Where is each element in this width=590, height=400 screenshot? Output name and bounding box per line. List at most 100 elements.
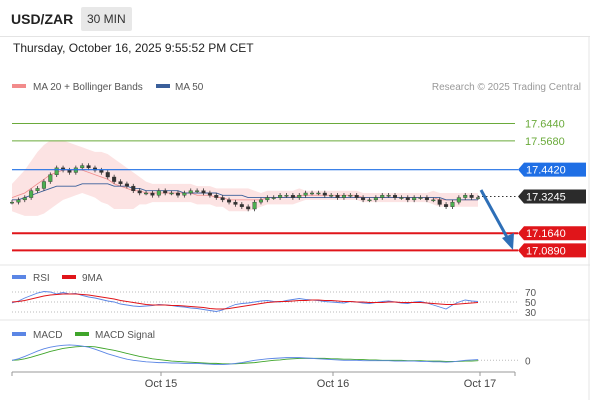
macd-line [11,344,479,365]
candle-body [437,199,442,205]
candle-body [144,192,149,195]
candle-body [284,195,289,197]
candle-body [105,172,110,178]
candle-body [335,195,340,198]
candle-body [341,195,346,198]
candle-body [476,197,481,199]
candle-body [386,195,391,197]
legend-text: MA 20 + Bollinger Bands [33,82,143,93]
candle-body [227,199,232,203]
candle-body [361,197,366,201]
x-tick-label: Oct 16 [317,378,349,390]
legend-swatch-rsi-ma [62,275,76,279]
legend-swatch-bollinger [12,84,26,88]
support-level-label: 17.0890 [526,245,566,257]
candle-body [156,190,161,196]
legend-swatch-macd-signal [75,332,89,336]
candle-body [16,199,21,203]
candle-body [329,195,334,197]
candle-body [48,174,53,182]
candle-body [201,190,206,194]
x-tick-label: Oct 17 [464,378,496,390]
candle-body [207,192,212,196]
pivot-level-label: 17.4420 [526,165,566,177]
candle-body [41,181,46,189]
candle-body [450,201,455,207]
candle-body [54,167,59,175]
candle-body [316,192,321,195]
candle-body [252,201,257,210]
candle-body [99,169,104,173]
candle-body [258,199,263,203]
candle-body [246,206,251,210]
candle-body [150,192,155,196]
legend-text: MACD Signal [95,330,155,341]
candle-body [354,195,359,198]
candle-body [373,197,378,201]
support-level-tag [518,243,586,258]
candle-body [278,195,283,198]
candle-body [9,201,14,204]
candle-body [463,195,468,198]
candle-body [444,204,449,207]
legend-text: MACD [33,330,62,341]
rsi-ma-line [11,293,479,310]
candle-body [310,192,315,195]
candle-body [131,185,136,191]
candle-body [80,165,85,169]
legend-swatch-ma50 [156,84,170,88]
candle-body [367,199,372,202]
candle-body [412,197,417,201]
candle-body [322,192,327,196]
legend-text: MA 50 [175,82,204,93]
macd-tick-label: 0 [525,356,531,367]
candle-body [405,197,410,201]
candle-body [220,197,225,201]
support-level-tag [518,226,586,241]
candle-body [380,195,385,198]
candle-body [290,195,295,198]
candle-body [418,197,423,199]
x-tick-label: Oct 15 [145,378,177,390]
candle-body [124,183,129,187]
candle-body [297,195,302,198]
candle-body [169,192,174,195]
copyright-text: Research © 2025 Trading Central [432,82,581,93]
resistance-level-label: 17.5680 [525,136,565,148]
candle-body [86,165,91,169]
forecast-arrowhead [502,233,514,250]
rsi-tick-label: 70 [525,288,537,299]
candle-body [35,188,40,191]
candle-body [67,169,72,173]
rsi-tick-label: 50 [525,298,537,309]
candle-body [195,190,200,192]
macd-signal-line [11,346,479,365]
rsi-tick-label: 30 [525,308,537,319]
symbol-label: USD/ZAR [11,11,74,27]
legend-text: RSI [33,273,50,284]
candle-body [233,201,238,205]
pivot-level-tag [518,162,586,177]
candle-body [137,190,142,194]
candle-body [112,176,117,182]
candle-body [271,197,276,199]
candle-body [393,195,398,198]
candle-body [469,195,474,198]
candle-body [265,197,270,201]
legend-swatch-macd [12,332,26,336]
candle-body [22,197,27,201]
legend-swatch-rsi [12,275,26,279]
candle-body [303,192,308,196]
resistance-level-label: 17.6440 [525,119,565,131]
bollinger-band [12,140,478,216]
candle-body [188,190,193,194]
candle-body [399,197,404,199]
timeframe-badge[interactable]: 30 MIN [81,7,132,31]
candle-body [29,190,34,198]
forecast-arrow [479,189,510,240]
chart-header: USD/ZAR 30 MIN [0,0,590,37]
current-price-tag [518,189,586,204]
candle-body [456,197,461,203]
candle-body [175,192,180,196]
